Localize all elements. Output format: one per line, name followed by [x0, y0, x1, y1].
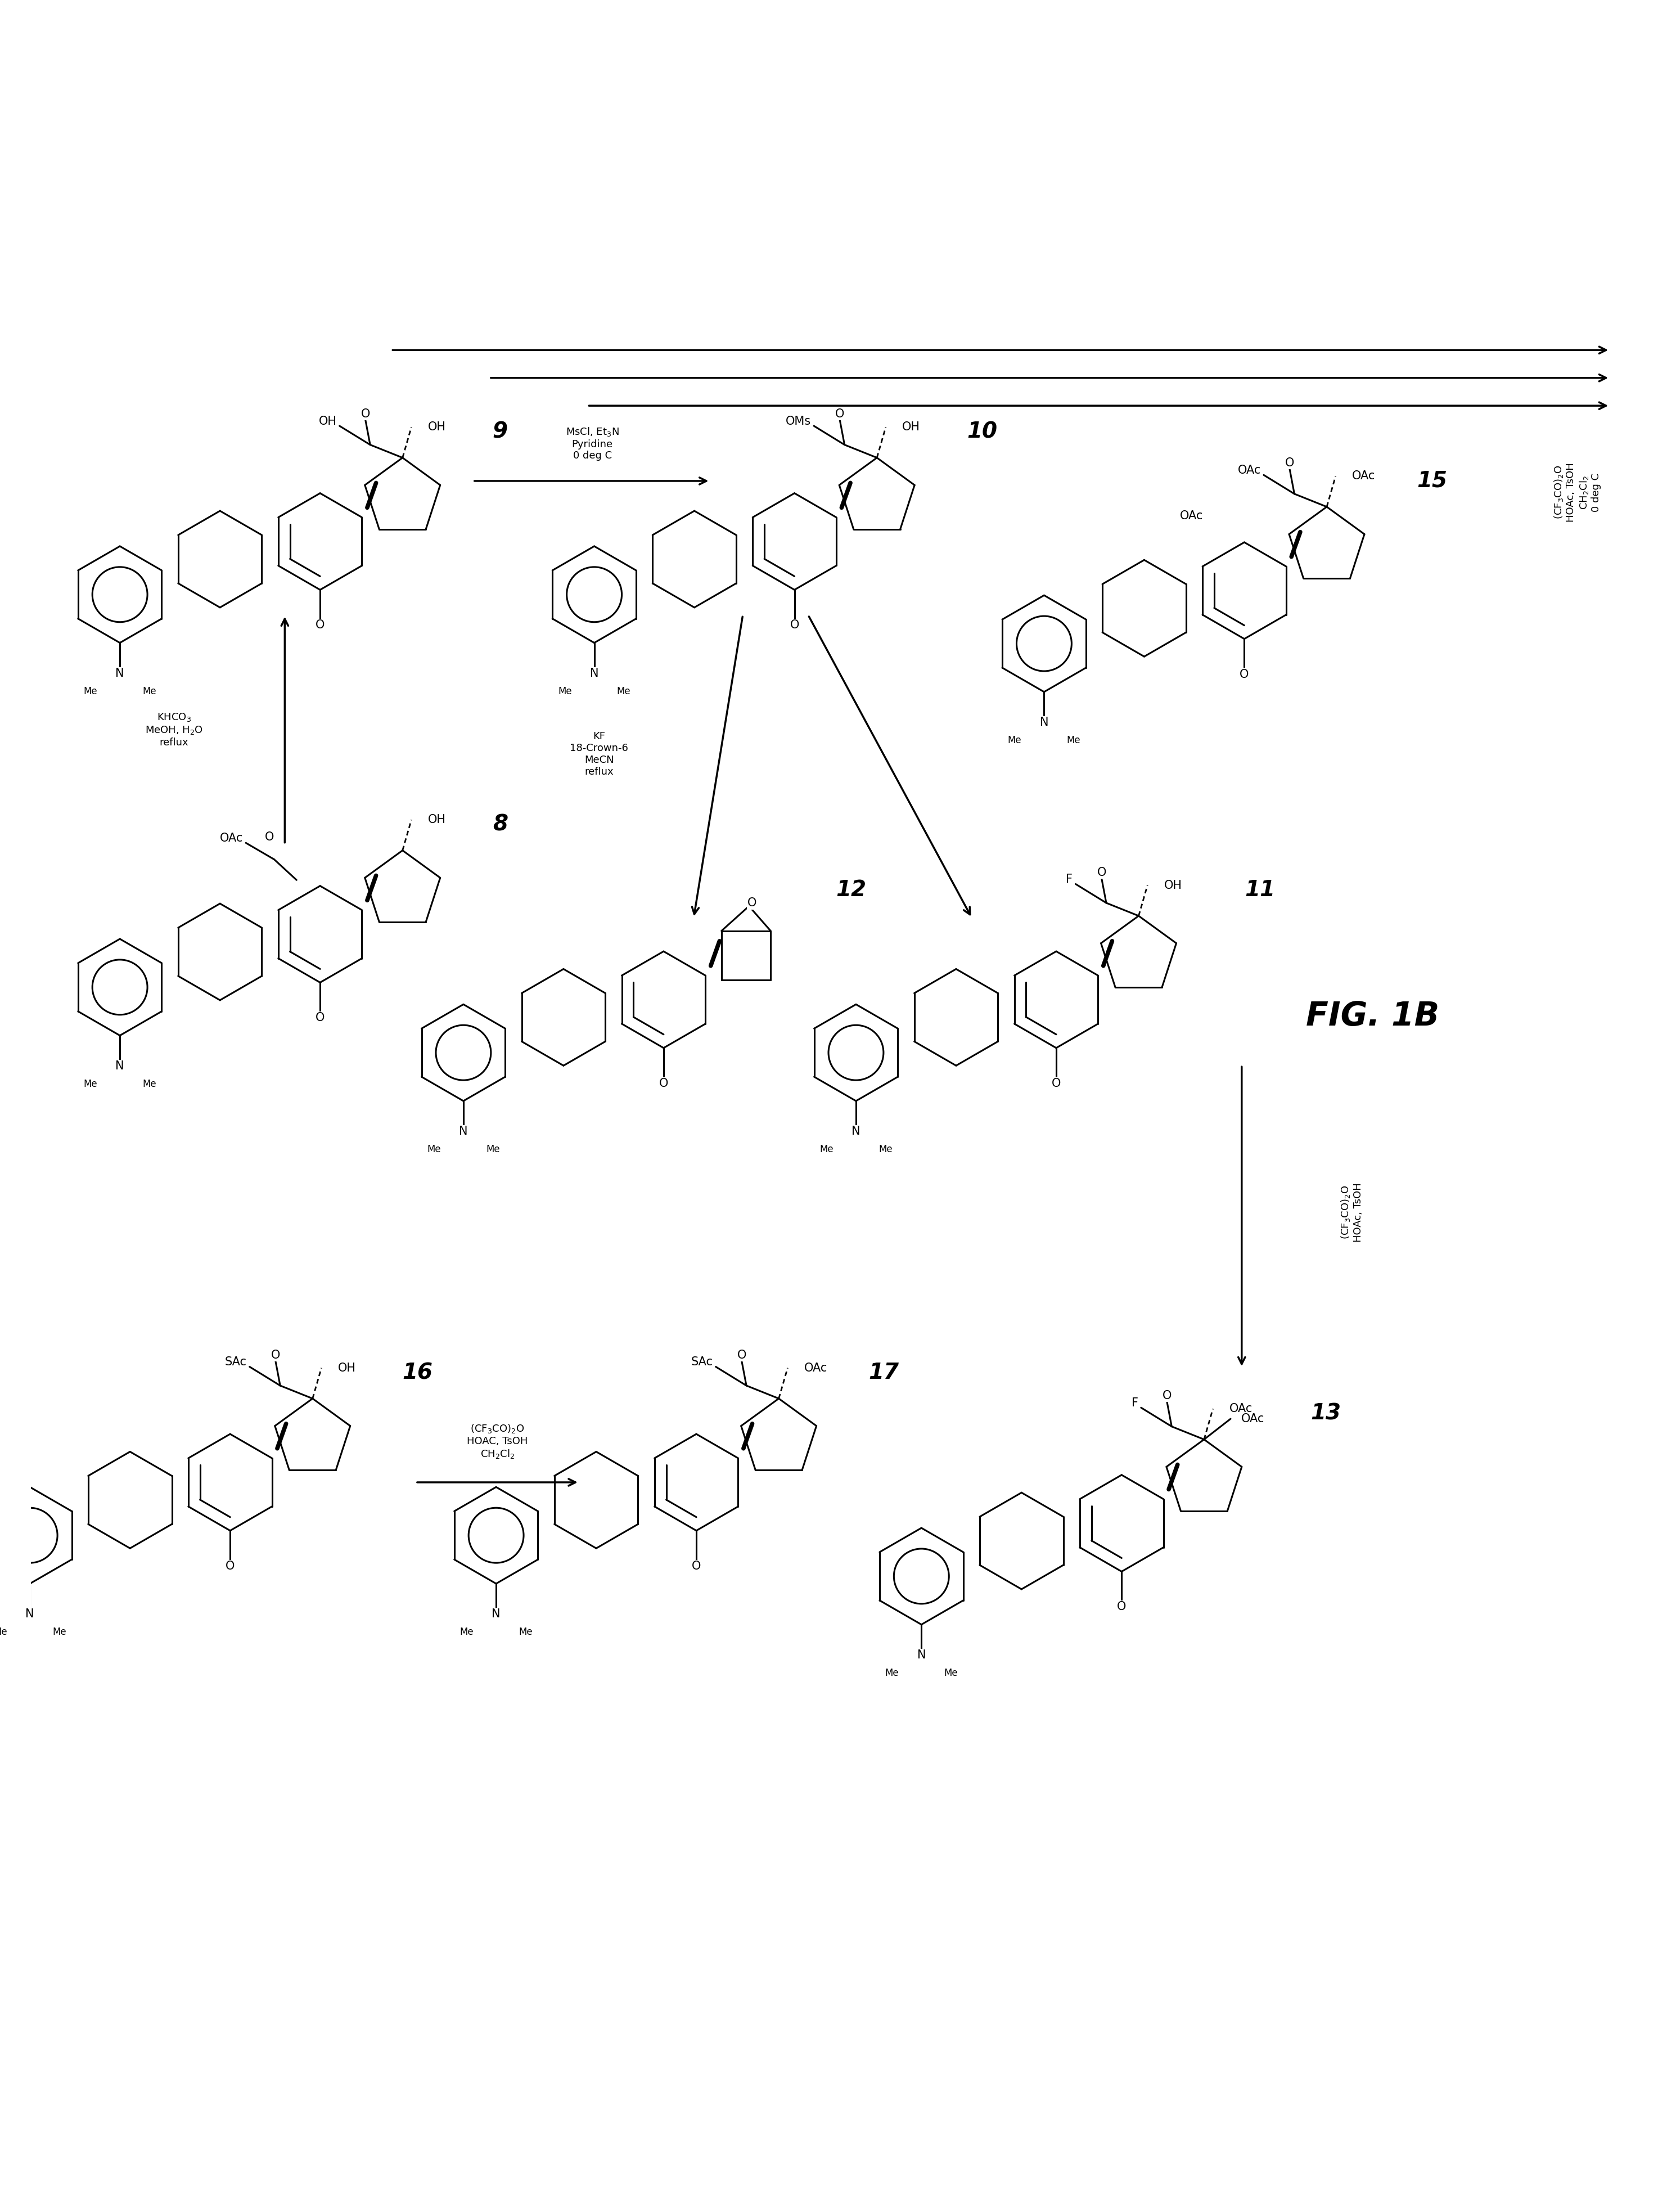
Text: OAc: OAc: [220, 832, 243, 843]
Text: 13: 13: [1310, 1402, 1340, 1425]
Text: O: O: [1285, 458, 1294, 469]
Text: Me: Me: [460, 1626, 473, 1637]
Text: Me: Me: [879, 1144, 892, 1155]
Text: N: N: [492, 1608, 500, 1619]
Text: O: O: [270, 1349, 280, 1360]
Text: O: O: [658, 1077, 668, 1088]
Text: F: F: [1132, 1398, 1139, 1409]
Text: O: O: [315, 1013, 325, 1024]
Text: OH: OH: [902, 422, 920, 434]
Text: FIG. 1B: FIG. 1B: [1305, 1000, 1439, 1033]
Text: 11: 11: [1245, 880, 1275, 900]
Text: N: N: [458, 1126, 468, 1137]
Text: O: O: [1240, 668, 1249, 679]
Text: N: N: [590, 668, 598, 679]
Text: OH: OH: [1164, 880, 1182, 891]
Text: Me: Me: [518, 1626, 532, 1637]
Text: OMs: OMs: [785, 416, 810, 427]
Text: O: O: [1162, 1389, 1172, 1402]
Text: O: O: [1117, 1601, 1127, 1613]
Text: O: O: [315, 619, 325, 630]
Text: Me: Me: [142, 686, 157, 697]
Text: OH: OH: [338, 1363, 355, 1374]
Text: Me: Me: [142, 1079, 157, 1088]
Text: OH: OH: [428, 814, 445, 825]
Text: 9: 9: [492, 420, 508, 442]
Text: OAc: OAc: [1180, 511, 1204, 522]
Text: (CF$_3$CO)$_2$O
HOAc, TsOH
CH$_2$Cl$_2$
0 deg C: (CF$_3$CO)$_2$O HOAc, TsOH CH$_2$Cl$_2$ …: [1552, 462, 1602, 522]
Text: Me: Me: [83, 1079, 97, 1088]
Text: Me: Me: [1009, 734, 1022, 745]
Text: OAc: OAc: [1237, 465, 1260, 476]
Text: N: N: [852, 1126, 860, 1137]
Text: O: O: [225, 1559, 235, 1571]
Text: OH: OH: [318, 416, 337, 427]
Text: O: O: [747, 898, 757, 909]
Text: O: O: [265, 832, 273, 843]
Text: (CF$_3$CO)$_2$O
HOAc, TsOH: (CF$_3$CO)$_2$O HOAc, TsOH: [1340, 1183, 1364, 1243]
Text: Me: Me: [427, 1144, 440, 1155]
Text: Me: Me: [944, 1668, 959, 1679]
Text: Me: Me: [0, 1626, 7, 1637]
Text: Me: Me: [617, 686, 630, 697]
Text: N: N: [115, 668, 125, 679]
Text: O: O: [692, 1559, 700, 1571]
Text: O: O: [737, 1349, 747, 1360]
Text: OAc: OAc: [1229, 1402, 1252, 1413]
Text: O: O: [835, 409, 845, 420]
Text: OAc: OAc: [1352, 471, 1375, 482]
Text: KF
18-Crown-6
MeCN
reflux: KF 18-Crown-6 MeCN reflux: [570, 732, 628, 776]
Text: KHCO$_3$
MeOH, H$_2$O
reflux: KHCO$_3$ MeOH, H$_2$O reflux: [145, 712, 203, 748]
Text: MsCl, Et$_3$N
Pyridine
0 deg C: MsCl, Et$_3$N Pyridine 0 deg C: [565, 425, 618, 460]
Text: OH: OH: [428, 422, 445, 434]
Text: N: N: [115, 1060, 125, 1073]
Text: Me: Me: [83, 686, 97, 697]
Text: 12: 12: [837, 880, 867, 900]
Text: Me: Me: [558, 686, 572, 697]
Text: Me: Me: [485, 1144, 500, 1155]
Text: 15: 15: [1417, 471, 1447, 491]
Text: 10: 10: [967, 420, 997, 442]
Text: (CF$_3$CO)$_2$O
HOAC, TsOH
CH$_2$Cl$_2$: (CF$_3$CO)$_2$O HOAC, TsOH CH$_2$Cl$_2$: [467, 1422, 528, 1460]
Text: Me: Me: [820, 1144, 834, 1155]
Text: Me: Me: [1067, 734, 1080, 745]
Text: Me: Me: [52, 1626, 67, 1637]
Text: F: F: [1065, 874, 1072, 885]
Text: 8: 8: [492, 814, 508, 836]
Text: N: N: [1040, 717, 1049, 728]
Text: Me: Me: [885, 1668, 899, 1679]
Text: SAc: SAc: [690, 1356, 713, 1367]
Text: 17: 17: [869, 1363, 899, 1382]
Text: O: O: [360, 409, 370, 420]
Text: SAc: SAc: [225, 1356, 247, 1367]
Text: 16: 16: [402, 1363, 433, 1382]
Text: O: O: [1052, 1077, 1060, 1088]
Text: N: N: [25, 1608, 35, 1619]
Text: OAc: OAc: [803, 1363, 827, 1374]
Text: OAc: OAc: [1242, 1413, 1265, 1425]
Text: O: O: [1097, 867, 1107, 878]
Text: O: O: [790, 619, 798, 630]
Text: N: N: [917, 1650, 925, 1661]
